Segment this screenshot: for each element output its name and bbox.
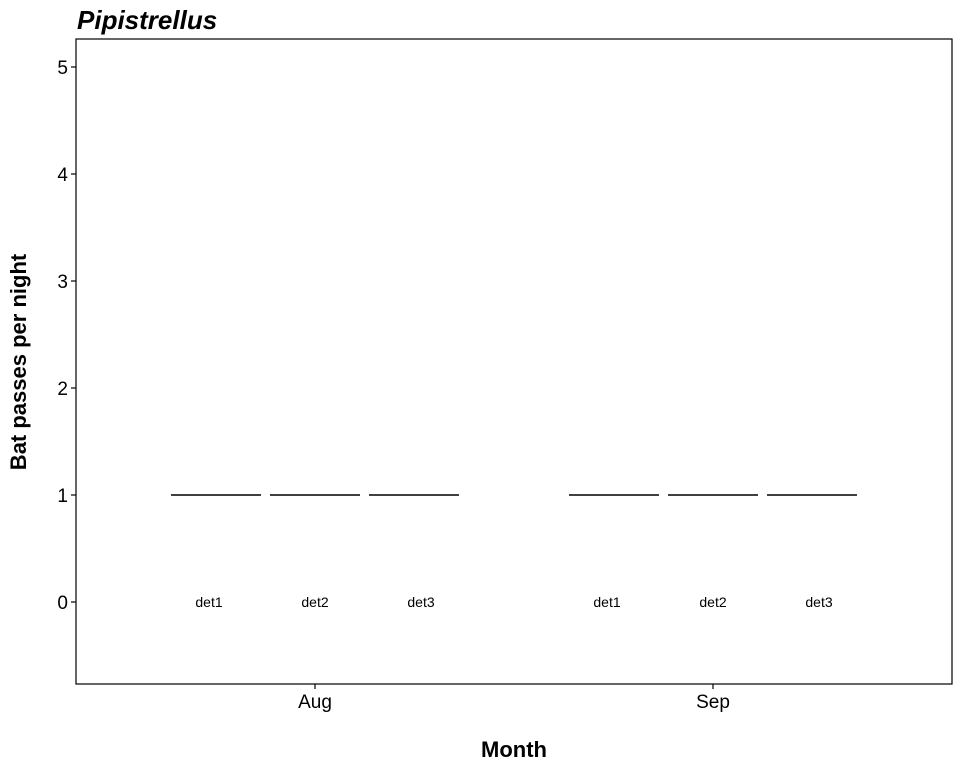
y-axis-title: Bat passes per night	[6, 253, 31, 470]
group-label-det3-aug: det3	[407, 594, 434, 610]
x-tick-label: Aug	[298, 692, 332, 713]
group-label-det3-sep: det3	[805, 594, 832, 610]
y-tick-label: 5	[57, 58, 68, 79]
y-axis: 0 1 2 3 4 5	[57, 58, 76, 614]
y-tick-label: 2	[57, 379, 68, 400]
group-label-det1-aug: det1	[195, 594, 222, 610]
group-label-det1-sep: det1	[593, 594, 620, 610]
chart-title: Pipistrellus	[77, 5, 217, 35]
y-tick-label: 4	[57, 165, 68, 186]
x-axis-title: Month	[481, 737, 547, 762]
group-label-det2-aug: det2	[301, 594, 328, 610]
x-axis: Aug Sep	[298, 684, 730, 713]
x-tick-label: Sep	[696, 692, 730, 713]
y-tick-label: 0	[57, 593, 68, 614]
y-tick-label: 1	[57, 486, 68, 507]
y-tick-label: 3	[57, 272, 68, 293]
plot-area: det1 det2 det3 det1 det2 det3	[75, 38, 953, 685]
plot-frame	[75, 38, 953, 685]
group-label-det2-sep: det2	[699, 594, 726, 610]
